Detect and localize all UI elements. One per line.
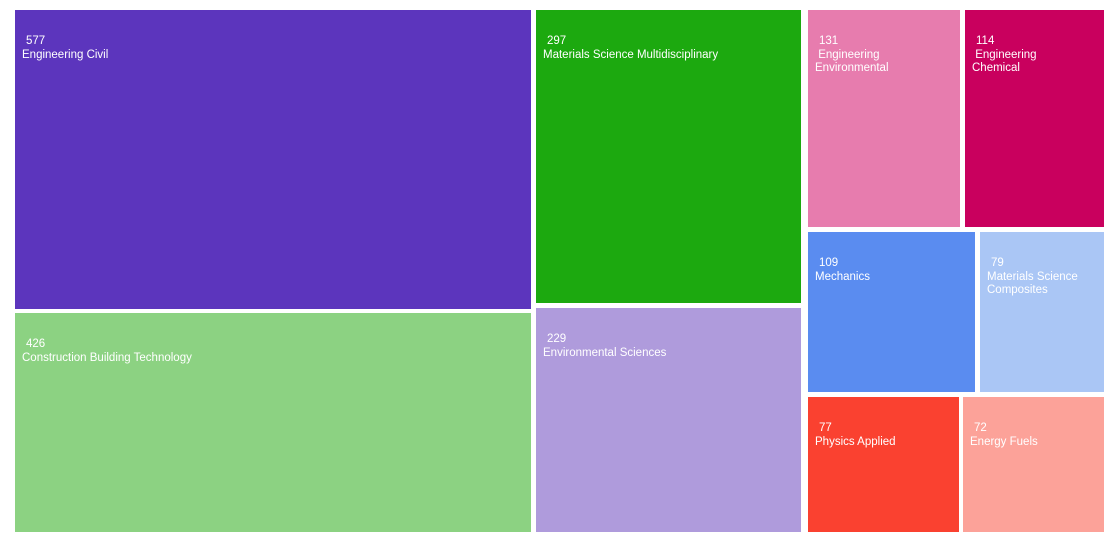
tile-value: 79 [991, 257, 1004, 269]
tile-label: Construction Building Technology [22, 351, 192, 364]
tile-value: 577 [26, 35, 46, 47]
tile-text: 114 Engineering Chemical [965, 10, 1104, 76]
tile-value: 426 [26, 338, 46, 350]
tile-label: Environmental Sciences [543, 346, 667, 359]
treemap-tile-engineering-civil[interactable]: 577 Engineering Civil [15, 10, 531, 309]
tile-value: 109 [819, 257, 839, 269]
treemap-tile-engineering-chemical[interactable]: 114 Engineering Chemical [965, 10, 1104, 227]
tile-text: 131 Engineering Environmental [808, 10, 960, 76]
tile-label: Materials Science Multidisciplinary [543, 48, 719, 61]
treemap-tile-materials-science-composites[interactable]: 79 Materials Science Composites [980, 232, 1104, 392]
tile-text: 426 Construction Building Technology [15, 313, 531, 365]
tile-value: 72 [974, 422, 987, 434]
treemap-tile-environmental-sciences[interactable]: 229 Environmental Sciences [536, 308, 801, 532]
tile-value: 297 [547, 35, 567, 47]
tile-label: Engineering Civil [22, 48, 109, 61]
tile-label: Mechanics [815, 270, 870, 283]
tile-text: 79 Materials Science Composites [980, 232, 1104, 298]
treemap-tile-physics-applied[interactable]: 77 Physics Applied [808, 397, 959, 532]
tile-text: 297 Materials Science Multidisciplinary [536, 10, 801, 62]
treemap-tile-energy-fuels[interactable]: 72 Energy Fuels [963, 397, 1104, 532]
tile-value: 114 [976, 35, 995, 47]
tile-value: 229 [547, 333, 567, 345]
tile-text: 229 Environmental Sciences [536, 308, 801, 360]
treemap-tile-construction-building-technology[interactable]: 426 Construction Building Technology [15, 313, 531, 532]
tile-text: 72 Energy Fuels [963, 397, 1104, 449]
treemap-tile-mechanics[interactable]: 109 Mechanics [808, 232, 975, 392]
tile-text: 577 Engineering Civil [15, 10, 531, 62]
tile-label: Materials Science Composites [987, 270, 1078, 297]
tile-label: Physics Applied [815, 435, 896, 448]
tile-value: 131 [819, 35, 839, 47]
tile-label: Engineering Environmental [815, 48, 889, 75]
tile-text: 77 Physics Applied [808, 397, 959, 449]
tile-value: 77 [819, 422, 832, 434]
tile-text: 109 Mechanics [808, 232, 975, 284]
tile-label: Energy Fuels [970, 435, 1038, 448]
tile-label: Engineering Chemical [972, 48, 1037, 75]
treemap-tile-materials-science-multidisciplinary[interactable]: 297 Materials Science Multidisciplinary [536, 10, 801, 303]
treemap-tile-engineering-environmental[interactable]: 131 Engineering Environmental [808, 10, 960, 227]
